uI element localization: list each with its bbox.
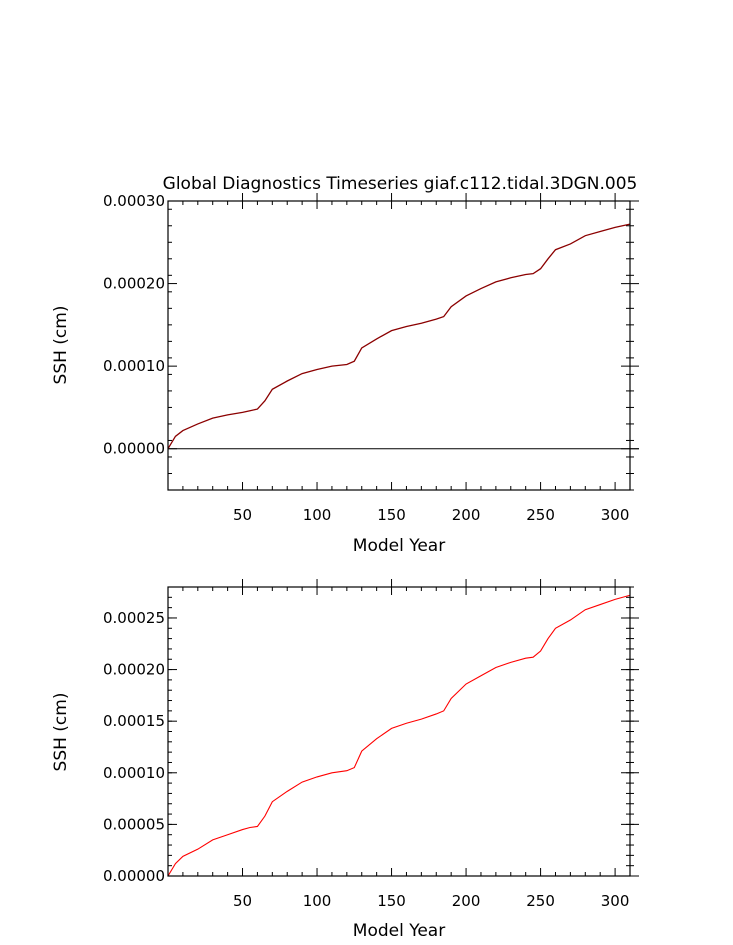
top-chart-ticks: [168, 193, 639, 491]
bottom-chart-x-axis-label: Model Year: [353, 921, 445, 941]
bottom-chart-x-tick-label: 300: [601, 892, 630, 910]
top-chart-y-tick-label: 0.00010: [103, 357, 165, 375]
top-chart-x-tick-label: 300: [601, 506, 630, 524]
top-chart-y-tick-label: 0.00030: [103, 192, 165, 210]
bottom-chart-frame: [167, 586, 631, 877]
bottom-chart-y-tick-label: 0.00025: [103, 609, 165, 627]
chart-title: Global Diagnostics Timeseries giaf.c112.…: [163, 174, 638, 194]
top-chart-x-axis-label: Model Year: [353, 536, 445, 556]
top-chart-x-tick-label: 250: [526, 506, 555, 524]
bottom-chart-x-tick-label: 50: [233, 892, 252, 910]
top-chart-y-tick-label: 0.00000: [103, 440, 165, 458]
top-chart-x-tick-label: 50: [233, 506, 252, 524]
bottom-chart-series-line: [167, 594, 631, 877]
bottom-chart-y-tick-label: 0.00000: [103, 867, 165, 885]
bottom-chart-x-tick-labels: 50 100 150 200 250 300: [233, 892, 629, 910]
top-chart-panel: Global Diagnostics Timeseries giaf.c112.…: [51, 174, 639, 556]
bottom-chart-x-tick-label: 100: [303, 892, 332, 910]
bottom-chart-x-tick-label: 200: [452, 892, 481, 910]
bottom-chart-y-axis-label: SSH (cm): [51, 693, 71, 772]
top-chart-x-tick-label: 200: [452, 506, 481, 524]
bottom-chart-y-tick-labels: 0.00000 0.00005 0.00010 0.00015 0.00020 0.000…: [103, 609, 165, 885]
top-chart-x-tick-label: 150: [377, 506, 406, 524]
bottom-chart-y-tick-label: 0.00015: [103, 712, 165, 730]
top-chart-x-tick-label: 100: [303, 506, 332, 524]
bottom-chart-y-tick-label: 0.00010: [103, 764, 165, 782]
top-chart-y-tick-labels: 0.00000 0.00010 0.00020 0.00030: [103, 192, 165, 458]
top-chart-y-tick-label: 0.00020: [103, 275, 165, 293]
bottom-chart-panel: 0.00000 0.00005 0.00010 0.00015 0.00020 0.000…: [51, 579, 639, 941]
bottom-chart-y-tick-label: 0.00020: [103, 661, 165, 679]
bottom-chart-y-tick-label: 0.00005: [103, 815, 165, 833]
top-chart-x-tick-labels: 50 100 150 200 250 300: [233, 506, 629, 524]
bottom-chart-x-tick-label: 250: [526, 892, 555, 910]
top-chart-y-axis-label: SSH (cm): [51, 306, 71, 385]
bottom-chart-x-tick-label: 150: [377, 892, 406, 910]
top-chart-series-line: [167, 223, 631, 450]
top-chart-frame: [167, 200, 631, 491]
